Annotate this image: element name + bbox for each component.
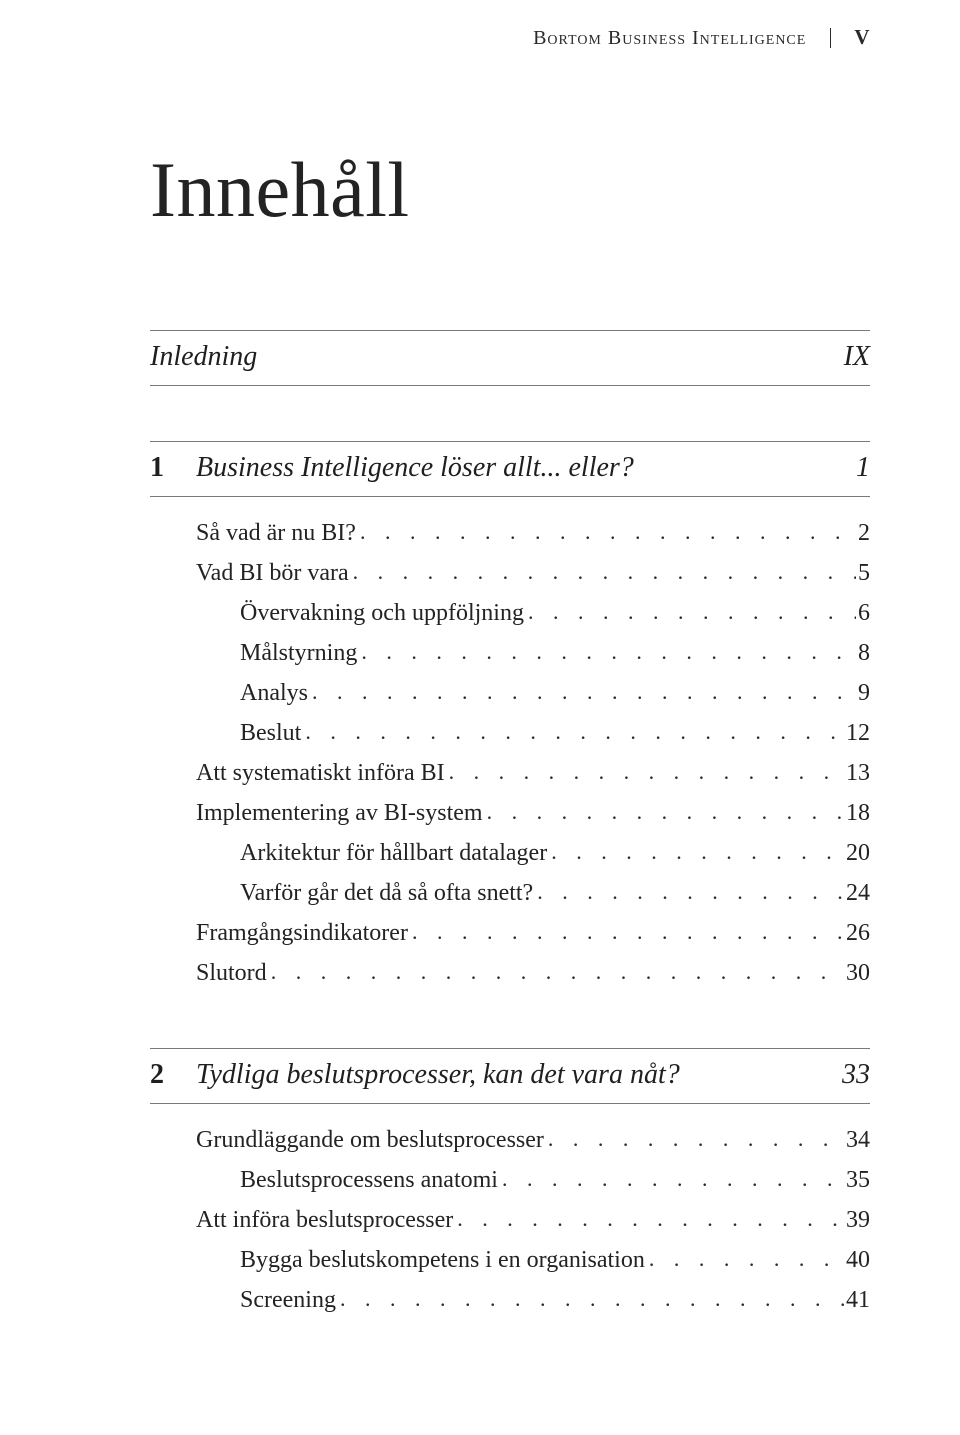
dot-leaders: . . . . . . . . . . . . . . . . . . . . … (412, 921, 844, 943)
entry-page: 35 (844, 1168, 870, 1192)
dot-leaders: . . . . . . . . . . . . . . . . . . . . … (361, 641, 856, 663)
toc-entry: Implementering av BI-system . . . . . . … (150, 793, 870, 833)
entry-page: 2 (856, 521, 870, 545)
entries: Så vad är nu BI? . . . . . . . . . . . .… (150, 497, 870, 993)
entry-page: 18 (844, 801, 870, 825)
dot-leaders: . . . . . . . . . . . . . . . . . . . . … (312, 681, 856, 703)
entry-page: 12 (844, 721, 870, 745)
entry-label: Övervakning och uppföljning (240, 601, 528, 625)
dot-leaders: . . . . . . . . . . . . . . . . . . . . … (457, 1208, 844, 1230)
dot-leaders: . . . . . . . . . . . . . . . . . . . . … (271, 961, 844, 983)
running-head-page: V (854, 25, 870, 49)
toc-entry: Att införa beslutsprocesser . . . . . . … (150, 1200, 870, 1240)
entry-label: Varför går det då så ofta snett? (240, 881, 537, 905)
entry-page: 6 (856, 601, 870, 625)
entry-label: Framgångsindikatorer (196, 921, 412, 945)
entry-label: Slutord (196, 961, 271, 985)
entry-page: 34 (844, 1128, 870, 1152)
toc-entry: Vad BI bör vara . . . . . . . . . . . . … (150, 553, 870, 593)
dot-leaders: . . . . . . . . . . . . . . . . . . . . … (537, 881, 844, 903)
dot-leaders: . . . . . . . . . . . . . . . . . . . . … (528, 601, 856, 623)
entry-page: 39 (844, 1208, 870, 1232)
page: Bortom Business Intelligence V Innehåll … (0, 0, 960, 1435)
entry-label: Screening (240, 1288, 340, 1312)
dot-leaders: . . . . . . . . . . . . . . . . . . . . … (548, 1128, 844, 1150)
running-head: Bortom Business Intelligence V (150, 25, 870, 50)
toc-sections: InledningIX 1Business Intelligence löser … (150, 330, 870, 1320)
entry-page: 30 (844, 961, 870, 985)
dot-leaders: . . . . . . . . . . . . . . . . . . . . … (551, 841, 844, 863)
toc-entry: Så vad är nu BI? . . . . . . . . . . . .… (150, 513, 870, 553)
entry-page: 41 (844, 1288, 870, 1312)
entry-label: Vad BI bör vara (196, 561, 353, 585)
toc-entry: Grundläggande om beslutsprocesser . . . … (150, 1120, 870, 1160)
toc-section: InledningIX (150, 330, 870, 386)
dot-leaders: . . . . . . . . . . . . . . . . . . . . … (360, 521, 856, 543)
entries: Grundläggande om beslutsprocesser . . . … (150, 1104, 870, 1320)
entry-page: 9 (856, 681, 870, 705)
entry-page: 24 (844, 881, 870, 905)
toc-entry: Beslutsprocessens anatomi . . . . . . . … (150, 1160, 870, 1200)
toc-entry: Bygga beslutskompetens i en organisation… (150, 1240, 870, 1280)
toc-entry: Arkitektur för hållbart datalager . . . … (150, 833, 870, 873)
entry-label: Analys (240, 681, 312, 705)
entry-page: 8 (856, 641, 870, 665)
chapter-title: Business Intelligence löser allt... elle… (196, 452, 836, 484)
toc-entry: Framgångsindikatorer . . . . . . . . . .… (150, 913, 870, 953)
running-head-text: Bortom Business Intelligence (533, 27, 806, 49)
chapter-title: Inledning (150, 341, 824, 373)
entry-page: 40 (844, 1248, 870, 1272)
dot-leaders: . . . . . . . . . . . . . . . . . . . . … (487, 801, 844, 823)
entry-label: Bygga beslutskompetens i en organisation (240, 1248, 649, 1272)
entry-label: Målstyrning (240, 641, 361, 665)
entry-label: Arkitektur för hållbart datalager (240, 841, 551, 865)
chapter-title: Tydliga beslutsprocesser, kan det vara n… (196, 1059, 822, 1091)
page-title: Innehåll (150, 145, 870, 235)
toc-section: 1Business Intelligence löser allt... ell… (150, 441, 870, 993)
dot-leaders: . . . . . . . . . . . . . . . . . . . . … (353, 561, 856, 583)
entry-page: 5 (856, 561, 870, 585)
entry-page: 13 (844, 761, 870, 785)
entry-label: Att införa beslutsprocesser (196, 1208, 457, 1232)
toc-entry: Övervakning och uppföljning . . . . . . … (150, 593, 870, 633)
chapter-heading: InledningIX (150, 330, 870, 386)
dot-leaders: . . . . . . . . . . . . . . . . . . . . … (649, 1248, 844, 1270)
toc-entry: Varför går det då så ofta snett? . . . .… (150, 873, 870, 913)
entry-page: 20 (844, 841, 870, 865)
toc-entry: Målstyrning . . . . . . . . . . . . . . … (150, 633, 870, 673)
toc-entry: Slutord . . . . . . . . . . . . . . . . … (150, 953, 870, 993)
running-head-divider (830, 28, 831, 48)
entry-label: Beslut (240, 721, 305, 745)
chapter-page: 1 (836, 452, 870, 484)
dot-leaders: . . . . . . . . . . . . . . . . . . . . … (340, 1288, 844, 1310)
entry-label: Implementering av BI-system (196, 801, 487, 825)
entry-page: 26 (844, 921, 870, 945)
toc-section: 2Tydliga beslutsprocesser, kan det vara … (150, 1048, 870, 1320)
toc-entry: Att systematiskt införa BI . . . . . . .… (150, 753, 870, 793)
dot-leaders: . . . . . . . . . . . . . . . . . . . . … (502, 1168, 844, 1190)
chapter-heading: 1Business Intelligence löser allt... ell… (150, 441, 870, 497)
entry-label: Grundläggande om beslutsprocesser (196, 1128, 548, 1152)
entry-label: Att systematiskt införa BI (196, 761, 449, 785)
toc-entry: Beslut . . . . . . . . . . . . . . . . .… (150, 713, 870, 753)
entry-label: Så vad är nu BI? (196, 521, 360, 545)
entry-label: Beslutsprocessens anatomi (240, 1168, 502, 1192)
chapter-page: 33 (822, 1059, 870, 1091)
toc-entry: Screening . . . . . . . . . . . . . . . … (150, 1280, 870, 1320)
toc-entry: Analys . . . . . . . . . . . . . . . . .… (150, 673, 870, 713)
dot-leaders: . . . . . . . . . . . . . . . . . . . . … (305, 721, 844, 743)
chapter-page: IX (824, 341, 870, 373)
chapter-heading: 2Tydliga beslutsprocesser, kan det vara … (150, 1048, 870, 1104)
dot-leaders: . . . . . . . . . . . . . . . . . . . . … (449, 761, 844, 783)
chapter-number: 2 (150, 1059, 196, 1091)
chapter-number: 1 (150, 452, 196, 484)
